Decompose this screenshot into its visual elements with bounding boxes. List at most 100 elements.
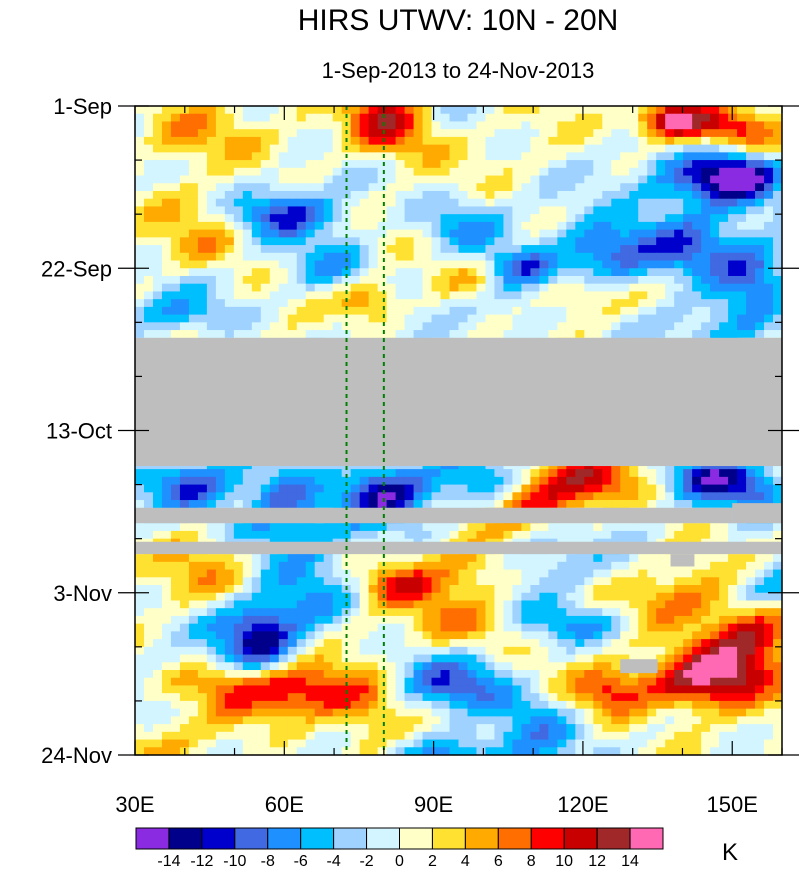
data-cell [143,129,154,138]
data-cell [575,190,585,200]
data-cell [422,144,433,153]
data-cell [368,569,379,578]
data-cell [242,245,253,254]
data-cell [521,500,531,509]
data-cell [647,129,657,138]
data-cell [764,291,774,300]
data-cell [467,306,478,316]
data-cell [719,252,729,262]
data-cell [143,623,154,632]
data-cell [440,198,451,208]
data-cell [278,144,289,153]
data-cell [269,206,280,215]
data-cell [629,221,639,231]
data-cell [692,275,702,285]
data-cell [431,469,442,478]
data-cell [206,569,217,578]
data-cell [188,530,199,540]
data-cell [449,198,460,208]
data-cell [413,144,424,153]
data-cell [135,623,145,632]
data-cell [260,144,271,153]
data-cell [665,569,675,578]
data-cell [161,577,172,586]
data-cell [386,175,397,184]
data-cell [350,484,361,493]
data-cell [449,585,460,594]
data-cell [449,299,460,308]
data-cell [467,160,478,169]
data-cell [638,268,648,277]
data-cell [404,121,415,130]
data-cell [386,136,397,146]
data-cell [431,530,442,540]
data-cell [260,476,271,486]
data-cell [512,330,523,339]
data-cell [413,500,424,509]
data-cell [440,129,451,138]
data-cell [278,121,289,130]
data-cell [512,322,523,331]
data-cell [755,237,765,246]
data-cell [764,530,774,540]
data-cell [539,275,549,285]
data-cell [548,608,558,617]
data-cell [143,306,154,316]
data-cell [386,268,397,277]
data-cell [143,167,154,177]
data-cell [269,198,280,208]
data-cell [251,214,262,223]
data-cell [170,129,181,138]
data-cell [368,136,379,146]
data-cell [152,306,163,316]
data-cell [161,214,172,223]
data-cell [305,245,316,254]
data-cell [341,561,352,571]
data-cell [260,283,271,293]
data-cell [746,314,756,323]
data-cell [422,113,433,123]
data-cell [422,523,433,532]
data-cell [584,229,594,238]
data-cell [278,113,289,123]
data-cell [647,569,657,578]
data-cell [467,113,478,123]
data-cell [593,206,603,215]
data-cell [683,129,693,138]
data-cell [539,299,549,308]
data-cell [179,214,190,223]
data-cell [665,252,675,262]
data-cell [665,585,675,594]
data-cell [135,592,145,602]
data-cell [413,306,424,316]
data-cell [314,152,325,161]
data-cell [512,221,523,231]
data-cell [629,283,639,293]
data-cell [260,206,271,215]
data-cell [737,283,747,293]
data-cell [593,322,603,331]
data-cell [719,113,729,123]
data-cell [215,268,226,277]
data-cell [224,283,235,293]
data-cell [575,237,585,246]
data-cell [278,592,289,602]
data-cell [701,322,711,331]
data-cell [422,160,433,169]
data-cell [620,623,630,632]
data-cell [143,585,154,594]
data-cell [611,608,621,617]
data-cell [719,268,729,277]
data-cell [314,190,325,200]
data-cell [683,615,693,625]
data-cell [215,569,226,578]
data-cell [665,561,675,571]
data-cell [296,160,307,169]
data-cell [557,214,567,223]
data-cell [449,330,460,339]
data-cell [458,631,469,640]
data-cell [305,561,316,571]
data-cell [638,183,648,192]
data-cell [728,476,738,486]
data-cell [584,183,594,192]
